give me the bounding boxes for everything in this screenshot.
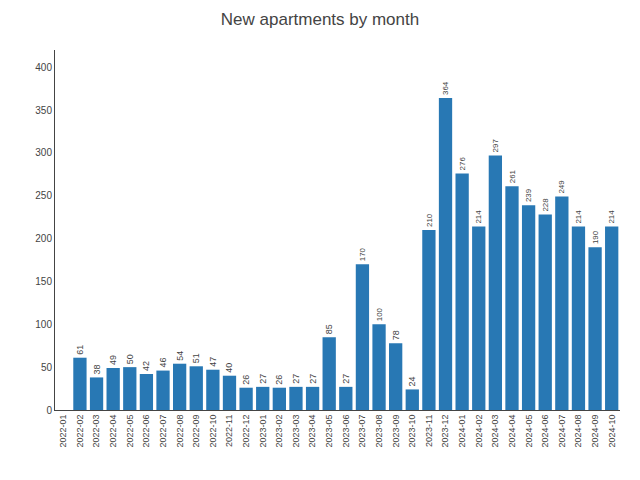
svg-text:2023-09: 2023-09 <box>391 415 401 448</box>
svg-text:2024-10: 2024-10 <box>607 415 617 448</box>
svg-text:0: 0 <box>46 405 52 416</box>
svg-text:350: 350 <box>35 105 52 116</box>
svg-text:2023-11: 2023-11 <box>424 415 434 447</box>
svg-text:214: 214 <box>474 210 483 224</box>
svg-text:2023-12: 2023-12 <box>440 415 450 448</box>
svg-text:26: 26 <box>274 375 284 385</box>
svg-text:200: 200 <box>35 233 52 244</box>
svg-text:38: 38 <box>92 364 102 374</box>
svg-text:2022-03: 2022-03 <box>91 415 101 448</box>
svg-text:364: 364 <box>441 81 450 95</box>
svg-text:2024-07: 2024-07 <box>557 415 567 448</box>
svg-text:100: 100 <box>375 307 384 321</box>
svg-text:49: 49 <box>108 355 118 365</box>
svg-text:2022-02: 2022-02 <box>75 415 85 448</box>
svg-text:300: 300 <box>35 147 52 158</box>
svg-text:2022-05: 2022-05 <box>125 415 135 448</box>
svg-text:2022-07: 2022-07 <box>158 415 168 448</box>
svg-text:2023-01: 2023-01 <box>258 415 268 448</box>
svg-text:2022-11: 2022-11 <box>224 415 234 447</box>
svg-text:2024-08: 2024-08 <box>573 415 583 448</box>
svg-text:42: 42 <box>141 361 151 371</box>
svg-text:2022-12: 2022-12 <box>241 415 251 448</box>
svg-text:2023-03: 2023-03 <box>291 415 301 448</box>
svg-text:24: 24 <box>407 376 417 386</box>
svg-text:2022-06: 2022-06 <box>141 415 151 448</box>
svg-text:26: 26 <box>241 375 251 385</box>
svg-text:400: 400 <box>35 62 52 73</box>
svg-text:78: 78 <box>391 330 401 340</box>
svg-text:170: 170 <box>358 247 367 261</box>
svg-text:2024-05: 2024-05 <box>524 415 534 448</box>
svg-text:2022-10: 2022-10 <box>208 415 218 448</box>
svg-text:2023-08: 2023-08 <box>374 415 384 448</box>
svg-text:New apartments by month: New apartments by month <box>221 10 419 29</box>
svg-text:27: 27 <box>291 374 301 384</box>
svg-text:214: 214 <box>574 210 583 224</box>
svg-text:2023-02: 2023-02 <box>274 415 284 448</box>
svg-text:250: 250 <box>35 190 52 201</box>
svg-text:2024-06: 2024-06 <box>540 415 550 448</box>
svg-text:261: 261 <box>508 169 517 183</box>
svg-text:190: 190 <box>591 230 600 244</box>
svg-text:150: 150 <box>35 276 52 287</box>
svg-text:85: 85 <box>324 324 334 334</box>
svg-text:2023-04: 2023-04 <box>307 415 317 448</box>
svg-text:51: 51 <box>191 353 201 363</box>
svg-text:210: 210 <box>425 213 434 227</box>
svg-text:2023-10: 2023-10 <box>407 415 417 448</box>
svg-text:239: 239 <box>524 188 533 202</box>
svg-text:2024-03: 2024-03 <box>490 415 500 448</box>
svg-text:27: 27 <box>308 374 318 384</box>
svg-text:2024-01: 2024-01 <box>457 415 467 448</box>
svg-text:50: 50 <box>125 354 135 364</box>
svg-text:2023-07: 2023-07 <box>357 415 367 448</box>
svg-text:214: 214 <box>607 210 616 224</box>
svg-text:40: 40 <box>224 363 234 373</box>
svg-text:297: 297 <box>491 139 500 153</box>
svg-text:61: 61 <box>75 345 85 355</box>
svg-text:50: 50 <box>41 362 53 373</box>
svg-text:47: 47 <box>208 357 218 367</box>
svg-text:27: 27 <box>341 374 351 384</box>
svg-text:2023-06: 2023-06 <box>341 415 351 448</box>
svg-text:2024-09: 2024-09 <box>590 415 600 448</box>
svg-text:228: 228 <box>541 198 550 212</box>
svg-text:2022-09: 2022-09 <box>191 415 201 448</box>
svg-text:276: 276 <box>458 157 467 171</box>
svg-text:2024-04: 2024-04 <box>507 415 517 448</box>
svg-text:2022-04: 2022-04 <box>108 415 118 448</box>
svg-text:100: 100 <box>35 319 52 330</box>
svg-text:2023-05: 2023-05 <box>324 415 334 448</box>
svg-text:54: 54 <box>175 351 185 361</box>
svg-text:2024-02: 2024-02 <box>474 415 484 448</box>
svg-text:2022-08: 2022-08 <box>175 415 185 448</box>
svg-text:27: 27 <box>258 374 268 384</box>
svg-text:249: 249 <box>557 180 566 194</box>
svg-text:2022-01: 2022-01 <box>58 415 68 448</box>
svg-text:46: 46 <box>158 358 168 368</box>
